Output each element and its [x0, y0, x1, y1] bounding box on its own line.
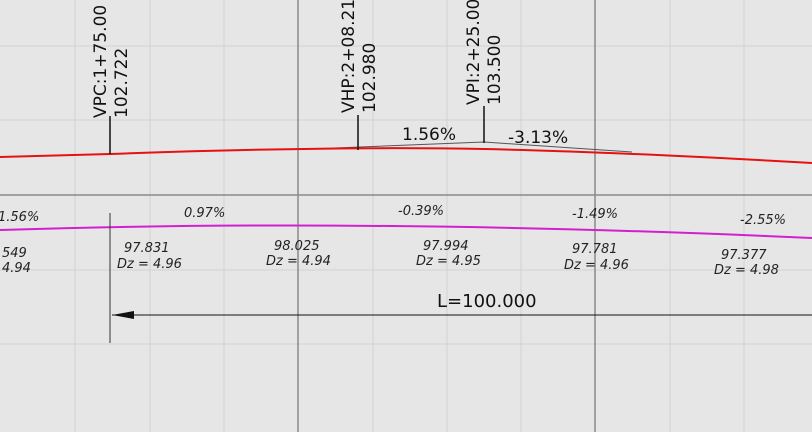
grade: -2.55% — [740, 213, 786, 228]
dz: Dz = 4.95 — [416, 254, 481, 269]
station-ticks — [109, 106, 485, 154]
tangent-grade: 1.56% — [402, 125, 456, 145]
length-label: L=100.000 — [437, 291, 537, 312]
elevation: 549 — [2, 246, 27, 261]
elevation: 98.025 — [274, 239, 320, 254]
grade: -0.39% — [398, 204, 444, 219]
tangent-grade: -3.13% — [508, 128, 568, 148]
station-label: VPC:1+75.00 — [91, 5, 111, 118]
elevation: 97.377 — [721, 248, 767, 263]
dz: Dz = 4.96 — [564, 258, 629, 273]
elevation: 97.831 — [124, 241, 170, 256]
dz: Dz = 4.96 — [117, 257, 182, 272]
profile-curve — [0, 147, 812, 164]
grade: 0.97% — [184, 206, 225, 221]
grade: 1.56% — [0, 210, 39, 225]
station-label: VPI:2+25.00 — [464, 0, 484, 105]
elevation: 97.994 — [423, 239, 469, 254]
dz: Dz = 4.98 — [714, 263, 779, 278]
grade: -1.49% — [572, 207, 618, 222]
ground-line — [0, 224, 812, 239]
station-elevation: 102.722 — [112, 48, 132, 118]
dz: Dz = 4.94 — [266, 254, 331, 269]
elevation: 97.781 — [572, 242, 618, 257]
elevation-labels: 549 4.94 97.831 Dz = 4.96 98.025 Dz = 4.… — [2, 239, 779, 278]
station-label: VHP:2+08.21 — [339, 0, 359, 113]
dz: 4.94 — [2, 261, 31, 276]
arrowhead — [112, 311, 134, 319]
station-elevation: 103.500 — [485, 35, 505, 105]
station-elevation: 102.980 — [360, 43, 380, 113]
